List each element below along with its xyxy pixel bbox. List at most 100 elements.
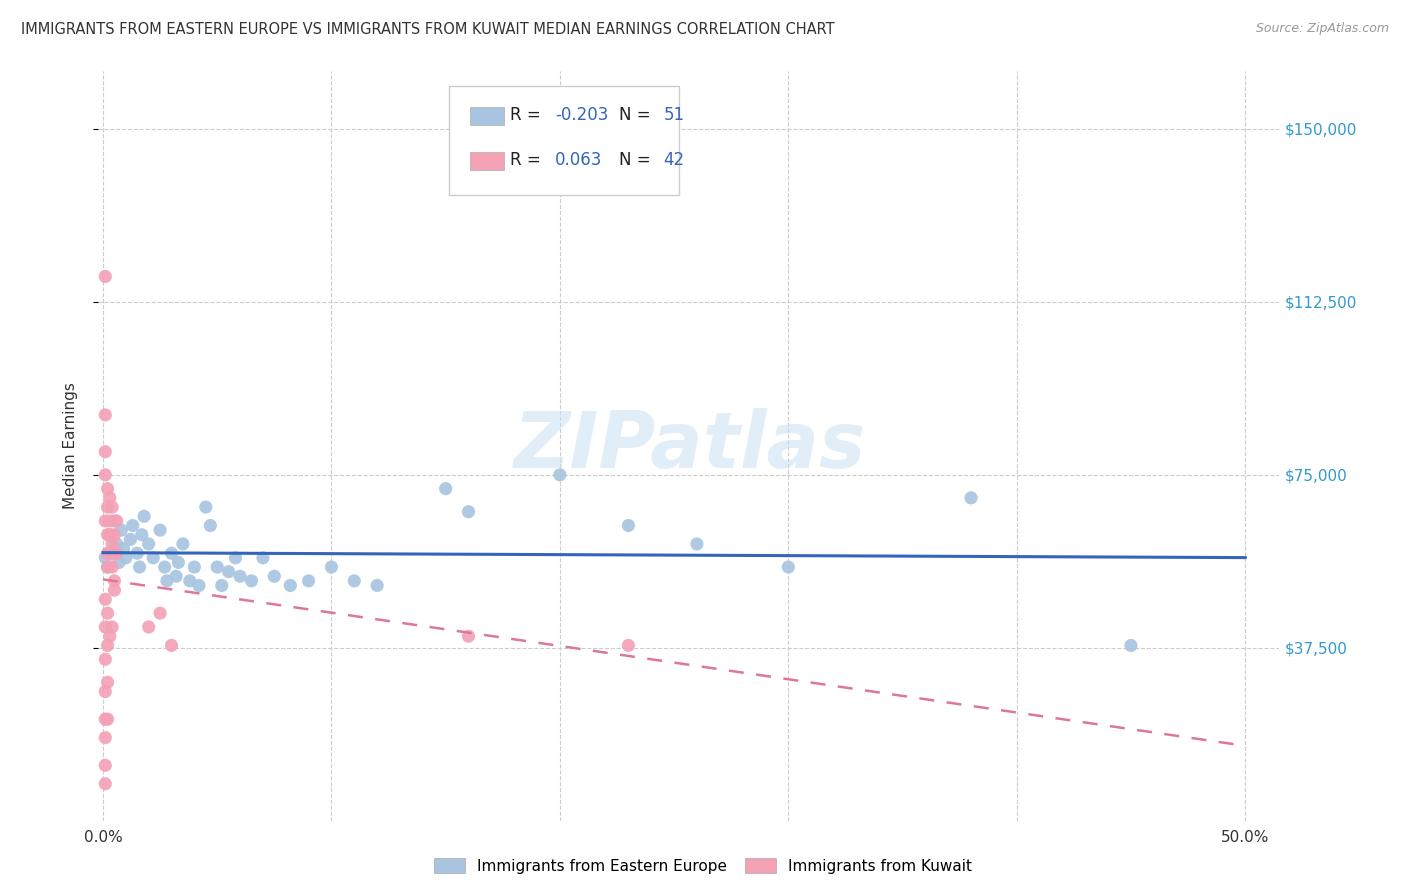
Point	[98, 491, 121, 505]
Point	[103, 574, 125, 588]
Point	[96, 675, 118, 690]
Point	[103, 528, 125, 542]
Point	[218, 565, 240, 579]
Point	[94, 620, 117, 634]
Point	[96, 639, 118, 653]
Point	[94, 712, 117, 726]
Point	[278, 578, 301, 592]
Text: IMMIGRANTS FROM EASTERN EUROPE VS IMMIGRANTS FROM KUWAIT MEDIAN EARNINGS CORRELA: IMMIGRANTS FROM EASTERN EUROPE VS IMMIGR…	[21, 22, 835, 37]
Point	[211, 578, 233, 592]
FancyBboxPatch shape	[449, 87, 679, 195]
FancyBboxPatch shape	[471, 153, 505, 170]
Point	[103, 546, 125, 560]
Point	[94, 777, 117, 791]
Point	[224, 550, 246, 565]
Point	[120, 533, 142, 547]
Point	[160, 546, 183, 560]
Point	[94, 758, 117, 772]
Point	[321, 560, 343, 574]
Point	[112, 541, 135, 556]
Text: Source: ZipAtlas.com: Source: ZipAtlas.com	[1256, 22, 1389, 36]
Point	[105, 514, 128, 528]
Point	[156, 574, 179, 588]
Point	[240, 574, 263, 588]
Point	[160, 639, 183, 653]
Point	[94, 444, 117, 458]
Text: N =: N =	[619, 106, 655, 124]
Point	[153, 560, 176, 574]
Point	[94, 684, 117, 698]
Point	[94, 731, 117, 745]
Point	[343, 574, 366, 588]
Point	[167, 556, 190, 570]
Point	[127, 546, 149, 560]
Point	[434, 482, 457, 496]
Point	[96, 560, 118, 574]
Point	[1119, 639, 1142, 653]
Point	[103, 514, 125, 528]
Point	[200, 518, 222, 533]
Point	[183, 560, 205, 574]
Point	[205, 560, 228, 574]
Point	[194, 500, 217, 514]
Point	[132, 509, 155, 524]
Point	[105, 546, 128, 560]
Point	[457, 505, 479, 519]
Point	[94, 652, 117, 666]
Point	[617, 639, 640, 653]
Point	[142, 550, 165, 565]
Text: 0.063: 0.063	[555, 151, 602, 169]
Point	[131, 528, 153, 542]
Point	[101, 620, 124, 634]
Point	[94, 514, 117, 528]
Point	[94, 592, 117, 607]
Point	[105, 537, 128, 551]
Point	[96, 528, 118, 542]
Point	[98, 514, 121, 528]
Point	[165, 569, 187, 583]
Point	[101, 560, 124, 574]
Point	[263, 569, 285, 583]
Point	[103, 583, 125, 598]
Point	[94, 550, 117, 565]
Point	[128, 560, 150, 574]
Text: R =: R =	[510, 106, 546, 124]
Text: ZIPatlas: ZIPatlas	[513, 408, 865, 484]
Point	[778, 560, 800, 574]
Point	[94, 467, 117, 482]
Point	[149, 606, 172, 620]
Point	[149, 523, 172, 537]
Text: 42: 42	[664, 151, 685, 169]
Point	[617, 518, 640, 533]
Point	[96, 560, 118, 574]
Text: N =: N =	[619, 151, 655, 169]
Point	[98, 546, 121, 560]
Point	[297, 574, 319, 588]
Point	[172, 537, 194, 551]
Point	[366, 578, 388, 592]
Point	[101, 546, 124, 560]
Point	[548, 467, 571, 482]
Text: -0.203: -0.203	[555, 106, 609, 124]
Point	[101, 537, 124, 551]
Point	[138, 620, 160, 634]
Point	[101, 500, 124, 514]
Point	[229, 569, 252, 583]
Point	[96, 606, 118, 620]
Text: 51: 51	[664, 106, 685, 124]
Point	[108, 556, 131, 570]
Point	[98, 528, 121, 542]
Legend: Immigrants from Eastern Europe, Immigrants from Kuwait: Immigrants from Eastern Europe, Immigran…	[427, 852, 979, 880]
Point	[457, 629, 479, 643]
Point	[96, 712, 118, 726]
Point	[110, 523, 132, 537]
Point	[686, 537, 709, 551]
Point	[96, 546, 118, 560]
Point	[252, 550, 274, 565]
Point	[960, 491, 983, 505]
Point	[187, 578, 209, 592]
Point	[96, 482, 118, 496]
Point	[138, 537, 160, 551]
Text: R =: R =	[510, 151, 546, 169]
Point	[94, 408, 117, 422]
